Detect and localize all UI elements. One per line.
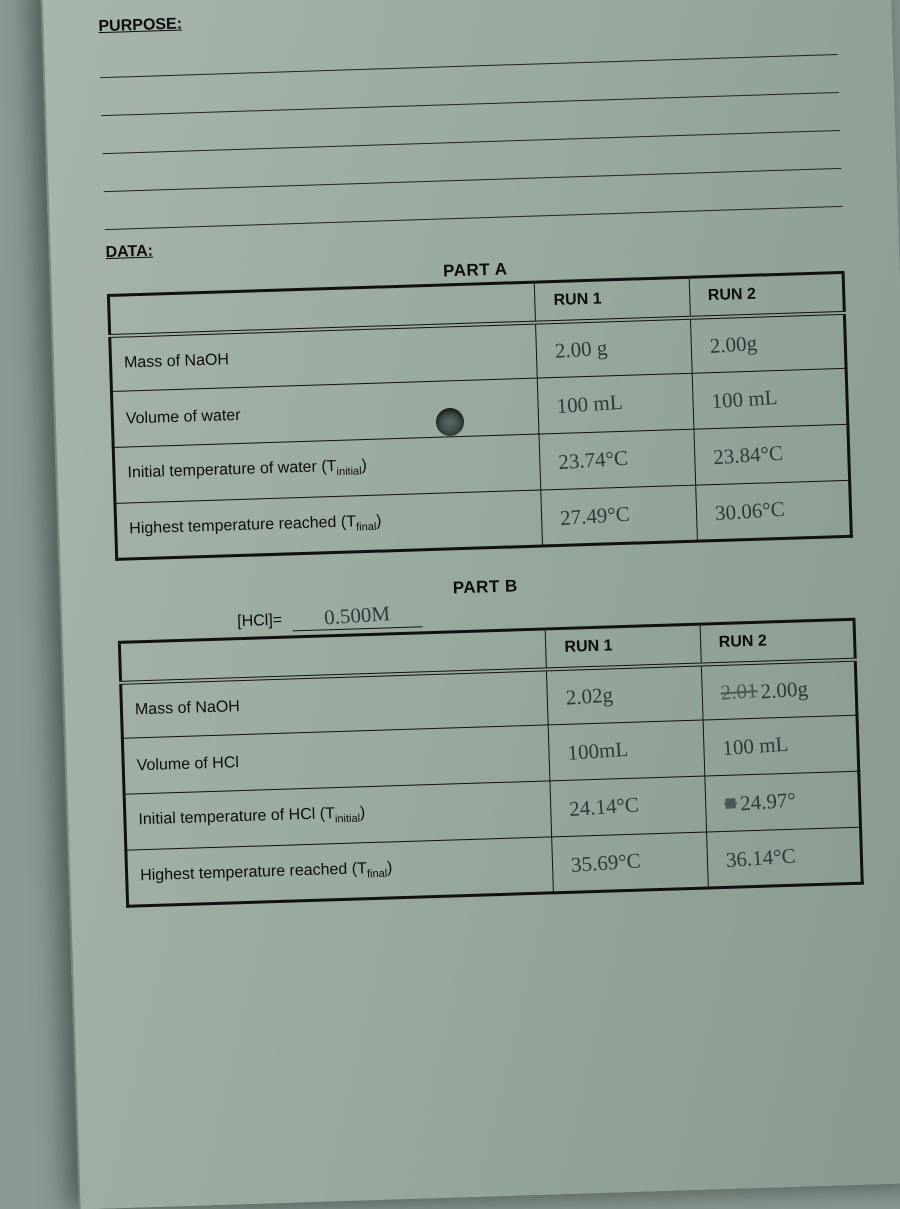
row-label: Highest temperature reached (Tfinal)	[115, 490, 543, 559]
run2-cell: 30.06°C	[695, 480, 851, 541]
part-b-table: RUN 1 RUN 2 Mass of NaOH2.02g2.012.00gVo…	[118, 618, 864, 908]
run1-cell: 100mL	[548, 720, 704, 781]
handwritten-value: 2.00g	[760, 676, 809, 704]
handwritten-value: 27.49°C	[560, 501, 631, 531]
handwritten-value: 23.84°C	[712, 441, 783, 471]
handwritten-value: 35.69°C	[571, 848, 642, 878]
row-label: Highest temperature reached (Tfinal)	[126, 837, 554, 906]
purpose-lines	[99, 17, 843, 230]
run2-cell: ■24.97°	[704, 771, 860, 832]
run2-cell: 2.012.00g	[701, 659, 857, 720]
run1-cell: 100 mL	[538, 373, 694, 434]
hcl-value: 0.500M	[324, 601, 391, 630]
worksheet-page: PURPOSE: DATA: PART A RUN 1 RUN 2 Mass o…	[40, 0, 900, 1209]
handwritten-value: 23.74°C	[558, 446, 629, 476]
run2-cell: 36.14°C	[706, 827, 862, 888]
run2-cell: 100 mL	[692, 368, 848, 429]
handwritten-value: 36.14°C	[725, 843, 796, 873]
run1-cell: 2.00 g	[536, 317, 692, 378]
handwritten-value: 2.00g	[709, 331, 758, 359]
handwritten-value: 2.02g	[565, 682, 614, 710]
handwritten-value: 2.00 g	[554, 335, 608, 363]
struck-value: ■	[723, 790, 737, 816]
run2-cell: 23.84°C	[694, 424, 850, 485]
handwritten-value: 100mL	[567, 737, 629, 766]
handwritten-value: 30.06°C	[714, 496, 785, 526]
handwritten-value: 24.97°	[740, 788, 797, 817]
part-a-body: Mass of NaOH2.00 g2.00gVolume of water10…	[110, 312, 852, 559]
handwritten-value: 24.14°C	[569, 792, 640, 822]
run1-cell: 23.74°C	[539, 429, 695, 490]
struck-value: 2.01	[720, 678, 758, 705]
run2-cell: 100 mL	[703, 715, 859, 776]
col-run2: RUN 2	[689, 272, 845, 317]
col-run1: RUN 1	[545, 624, 701, 669]
handwritten-value: 100 mL	[721, 732, 788, 761]
part-a-table: RUN 1 RUN 2 Mass of NaOH2.00 g2.00gVolum…	[107, 271, 853, 561]
hole-punch	[436, 408, 464, 436]
run1-cell: 24.14°C	[550, 776, 706, 837]
handwritten-value: 100 mL	[556, 390, 623, 419]
run1-cell: 2.02g	[547, 664, 703, 725]
part-b-body: Mass of NaOH2.02g2.012.00gVolume of HCl1…	[121, 659, 863, 906]
run1-cell: 35.69°C	[552, 832, 708, 893]
col-run2: RUN 2	[700, 619, 856, 664]
col-run1: RUN 1	[535, 277, 691, 322]
handwritten-value: 100 mL	[710, 385, 777, 414]
hcl-label: [HCl]=	[237, 612, 282, 630]
run1-cell: 27.49°C	[541, 485, 697, 546]
run2-cell: 2.00g	[690, 312, 846, 373]
